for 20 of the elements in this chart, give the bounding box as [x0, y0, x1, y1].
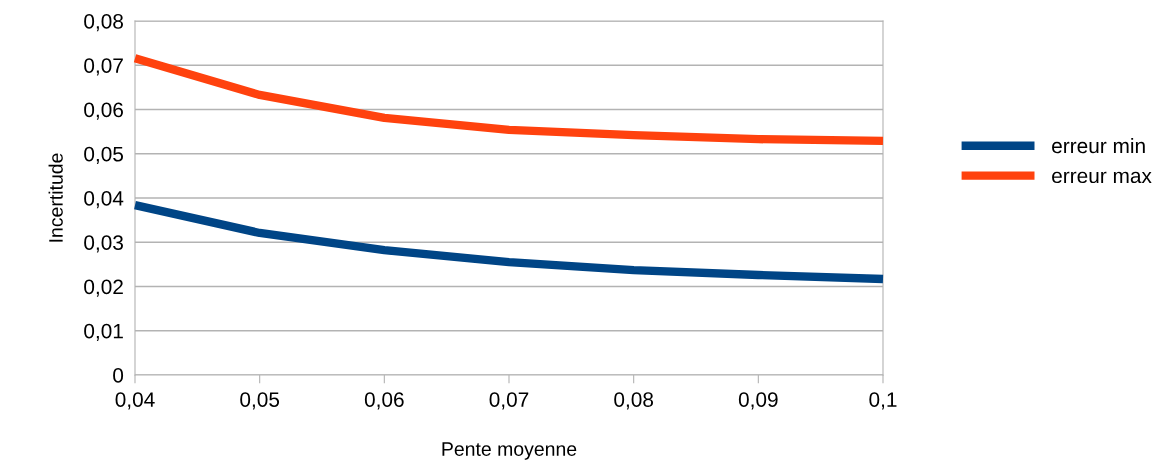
y-tick-label: 0,02: [84, 279, 123, 297]
y-tick-label: 0,01: [84, 323, 123, 341]
y-tick-label: 0: [113, 368, 124, 383]
y-tick-label: 0,07: [84, 58, 123, 76]
y-tick-label: 0,03: [84, 235, 123, 253]
y-tick-label: 0,08: [84, 14, 123, 32]
y-tick-label: 0,04: [84, 191, 124, 209]
x-tick-label: 0,08: [614, 392, 654, 410]
x-tick-label: 0,09: [738, 392, 778, 410]
x-tick-label: 0,04: [115, 392, 155, 410]
y-axis-title: Incertitude: [48, 153, 63, 242]
x-tick-label: 0,1: [869, 392, 897, 410]
y-tick-label: 0,06: [84, 102, 123, 120]
x-tick-label: 0,06: [364, 392, 404, 410]
x-tick-label: 0,07: [489, 392, 529, 410]
x-tick-label: 0,05: [240, 392, 280, 410]
legend-label: erreur max: [1052, 171, 1152, 184]
x-axis-title: Pente moyenne: [442, 442, 577, 460]
y-tick-label: 0,05: [84, 146, 124, 164]
legend-label: erreur min: [1052, 137, 1145, 154]
